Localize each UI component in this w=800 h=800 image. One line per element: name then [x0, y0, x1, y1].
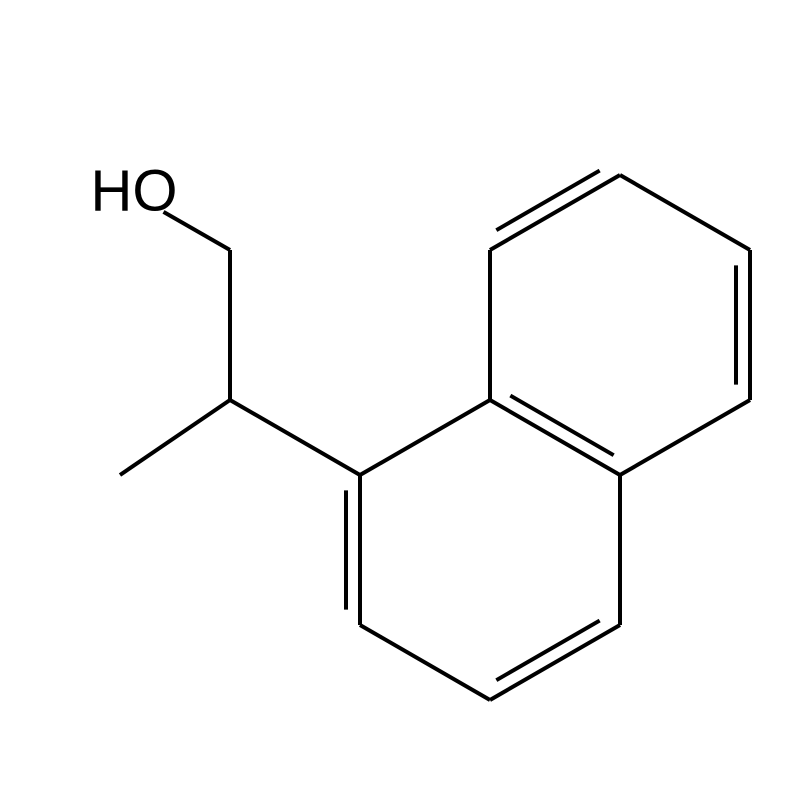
bond [120, 400, 230, 475]
label-layer: HO [91, 158, 178, 223]
atom-label-oh: HO [91, 158, 178, 223]
bond [230, 400, 360, 475]
bond [620, 175, 750, 250]
bond [490, 175, 620, 250]
bond [510, 396, 613, 456]
bond [496, 171, 599, 231]
bond-layer [120, 171, 750, 700]
bond [490, 400, 620, 475]
bond [360, 625, 490, 700]
bond [360, 400, 490, 475]
bond [496, 621, 599, 681]
molecule-diagram: HO [0, 0, 800, 800]
bond [620, 400, 750, 475]
bond [490, 625, 620, 700]
